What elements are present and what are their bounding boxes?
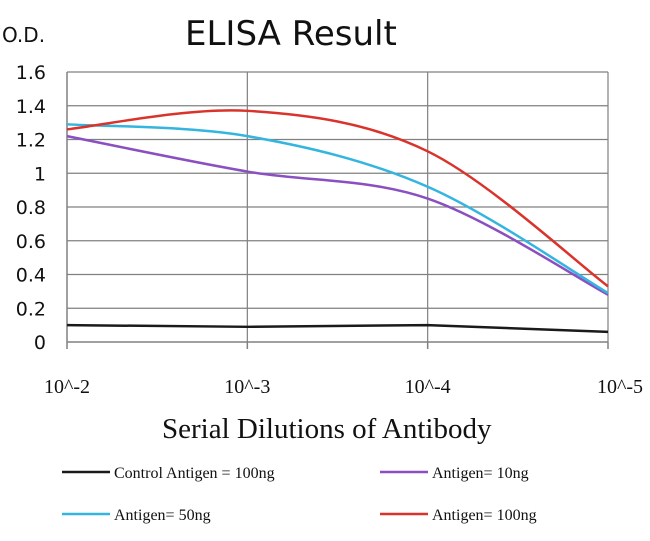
- grid: [67, 71, 609, 342]
- series-line-2: [66, 123, 609, 295]
- legend: Control Antigen = 100ng Antigen= 10ng Anti…: [62, 465, 537, 524]
- series-line-0: [66, 323, 609, 334]
- series-line-1: [66, 134, 609, 296]
- y-axis-label: O.D.: [2, 23, 45, 47]
- y-tick-label-2: 0.4: [16, 265, 46, 287]
- legend-label-2: Antigen= 50ng: [114, 507, 211, 524]
- legend-label-1: Antigen= 10ng: [432, 465, 529, 482]
- y-tick-label-6: 1.2: [16, 130, 46, 152]
- x-tick-label-0: 10^-2: [44, 376, 90, 398]
- y-tick-label-1: 0.2: [16, 298, 46, 320]
- y-tick-label-8: 1.6: [16, 62, 46, 84]
- y-tick-label-3: 0.6: [16, 231, 46, 253]
- legend-label-3: Antigen= 100ng: [432, 507, 537, 524]
- y-tick-label-7: 1.4: [16, 96, 46, 118]
- x-tick-label-3: 10^-5: [597, 376, 643, 398]
- y-tick-label-0: 0: [34, 332, 46, 354]
- y-tick-label-4: 0.8: [16, 197, 46, 219]
- y-tick-label-5: 1: [34, 163, 46, 185]
- axes: [66, 72, 609, 349]
- series-line-3: [66, 109, 609, 288]
- x-tick-label-2: 10^-4: [405, 376, 451, 398]
- legend-label-0: Control Antigen = 100ng: [114, 465, 275, 482]
- chart-title: ELISA Result: [185, 14, 397, 54]
- x-tick-label-1: 10^-3: [224, 376, 270, 398]
- x-ticks: 10^-2 10^-3 10^-4 10^-5: [44, 376, 643, 398]
- x-axis-label: Serial Dilutions of Antibody: [162, 413, 492, 445]
- series-lines: [66, 109, 609, 334]
- y-ticks: 0 0.2 0.4 0.6 0.8 1 1.2 1.4 1.6: [16, 62, 46, 354]
